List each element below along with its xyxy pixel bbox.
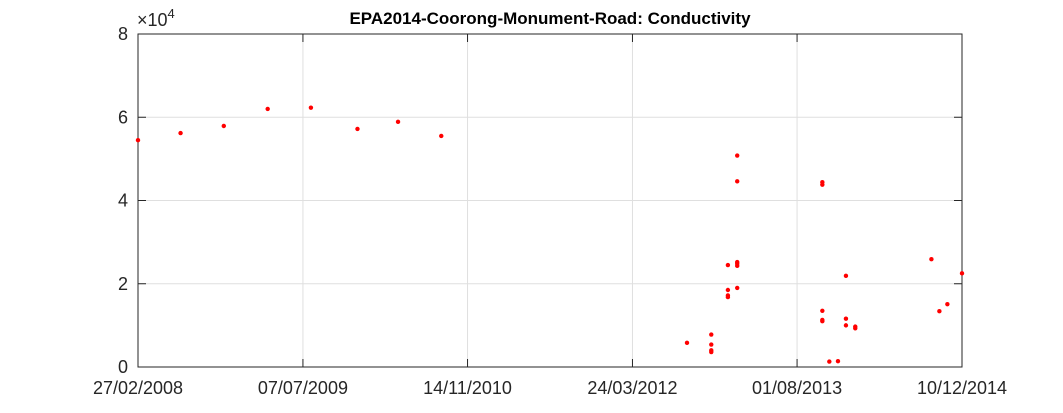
data-point (843, 316, 849, 321)
y-tick-label: 4 (118, 191, 128, 211)
data-point (929, 256, 934, 262)
data-point (735, 153, 740, 158)
data-point (709, 342, 714, 347)
data-points (135, 105, 965, 364)
data-point (395, 119, 401, 125)
data-point (827, 359, 832, 364)
data-point (178, 130, 183, 136)
x-tick-label: 14/11/2010 (423, 378, 512, 398)
data-point (439, 133, 444, 139)
chart-title: EPA2014-Coorong-Monument-Road: Conductiv… (349, 9, 751, 28)
data-point (725, 287, 731, 293)
x-tick-label: 01/08/2013 (752, 378, 842, 398)
data-point (355, 126, 360, 132)
data-point (937, 309, 942, 314)
data-point (735, 285, 740, 291)
data-point (265, 106, 270, 112)
data-point (820, 182, 825, 187)
y-tick-label: 2 (118, 274, 128, 294)
y-multiplier-exponent: 4 (168, 6, 175, 21)
data-point (959, 271, 965, 276)
x-tick-label: 24/03/2012 (587, 378, 677, 398)
data-point (735, 263, 740, 269)
data-point (725, 294, 731, 300)
y-multiplier-times: × (137, 10, 148, 30)
data-point (684, 340, 690, 346)
y-tick-label: 8 (118, 24, 128, 44)
data-point (308, 105, 314, 110)
data-point (843, 273, 849, 279)
data-point (725, 262, 731, 268)
data-point (820, 308, 825, 314)
y-tick-label: 6 (118, 107, 128, 127)
axis-ticks: 27/02/2008 07/07/2009 14/11/2010 24/03/2012… (93, 24, 1007, 398)
data-point (709, 332, 714, 337)
data-point (135, 137, 141, 143)
x-tick-label: 10/12/2014 (917, 378, 1007, 398)
x-tick-label: 07/07/2009 (258, 378, 348, 398)
data-point (853, 326, 858, 331)
data-point (221, 123, 226, 129)
data-point (820, 319, 825, 324)
y-multiplier-base: 10 (148, 10, 168, 30)
data-point (709, 349, 714, 355)
data-point (835, 358, 841, 364)
y-multiplier: ×104 (137, 6, 175, 30)
y-tick-label: 0 (118, 357, 128, 377)
data-point (735, 179, 740, 184)
data-point (843, 323, 849, 328)
data-point (945, 301, 950, 307)
x-tick-label: 27/02/2008 (93, 378, 183, 398)
